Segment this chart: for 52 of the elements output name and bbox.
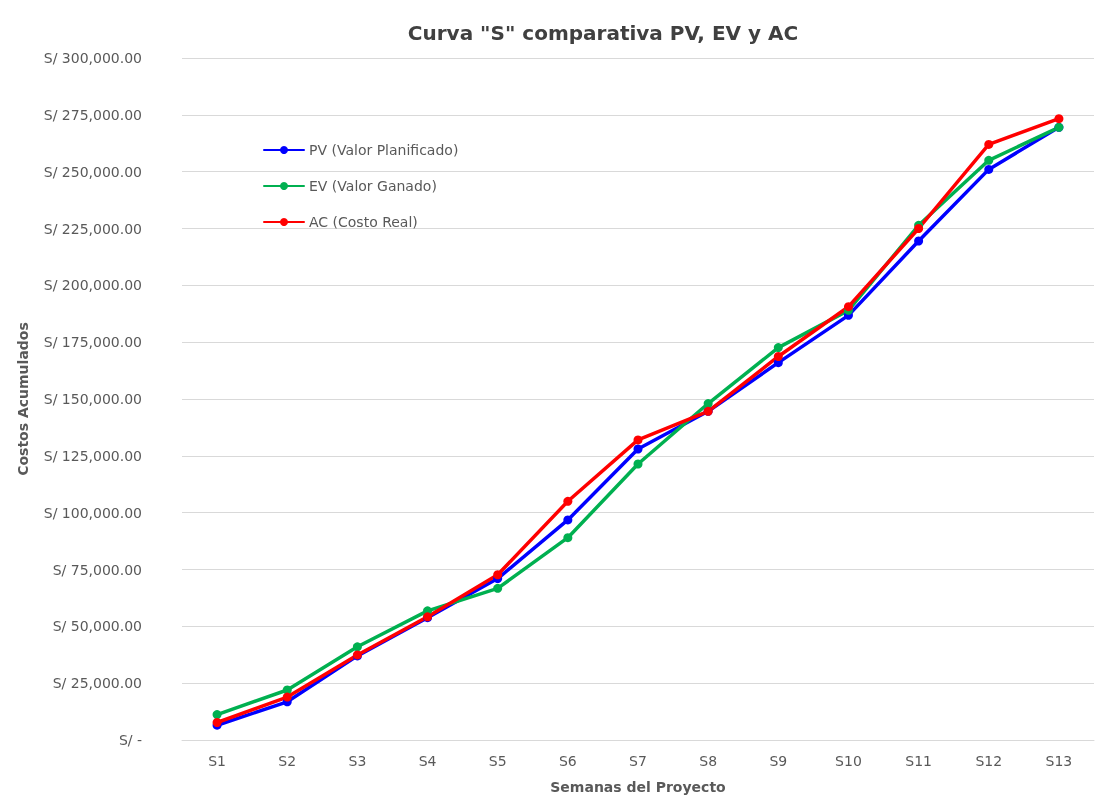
- y-tick-label: S/ 100,000.00: [43, 504, 142, 521]
- x-tick-label: S13: [1045, 753, 1073, 769]
- point: [563, 515, 573, 525]
- x-axis-title: Semanas del Proyecto: [550, 779, 727, 795]
- y-axis-title: Costos Acumulados: [15, 322, 31, 476]
- x-tick-label: S6: [558, 753, 577, 769]
- y-tick-label: S/ 50,000.00: [52, 618, 142, 635]
- point: [914, 236, 924, 246]
- x-tick-label: S3: [348, 753, 367, 769]
- y-tick-label: S/ 150,000.00: [43, 391, 142, 407]
- y-tick-label: S/ 225,000.00: [43, 220, 142, 237]
- point: [493, 570, 503, 580]
- legend-label: AC (Costo Real): [309, 214, 418, 230]
- y-tick-label: S/ 275,000.00: [43, 106, 142, 123]
- y-tick-label: S/ 75,000.00: [52, 561, 142, 578]
- x-tick-label: S4: [418, 753, 437, 769]
- x-tick-label: S9: [769, 753, 788, 769]
- point: [493, 583, 503, 593]
- point: [984, 155, 994, 165]
- y-tick-label: S/ 200,000.00: [43, 277, 142, 294]
- chart-title: Curva "S" comparativa PV, EV y AC: [407, 21, 799, 45]
- x-tick-label: S11: [905, 753, 932, 769]
- legend-label: EV (Valor Ganado): [309, 178, 437, 194]
- point: [773, 351, 783, 361]
- x-tick-label: S10: [835, 753, 862, 769]
- x-tick-label: S8: [699, 753, 718, 769]
- point: [773, 343, 783, 353]
- point: [984, 164, 994, 174]
- x-tick-label: S2: [278, 753, 297, 769]
- point: [1054, 114, 1064, 124]
- y-tick-label: S/ 125,000.00: [43, 447, 142, 464]
- x-tick-label: S5: [488, 753, 507, 769]
- point: [563, 496, 573, 506]
- point: [703, 399, 713, 409]
- x-tick-label: S1: [208, 753, 226, 769]
- point: [633, 435, 643, 445]
- point: [914, 224, 924, 233]
- point: [212, 710, 222, 720]
- x-tick-label: S12: [975, 753, 1003, 769]
- point: [984, 139, 994, 149]
- y-tick-label: S/ 25,000.00: [52, 675, 142, 692]
- y-tick-label: S/ 175,000.00: [43, 334, 142, 351]
- point: [633, 459, 643, 469]
- point: [563, 533, 573, 543]
- point: [282, 692, 292, 702]
- y-tick-label: S/ 300,000.00: [43, 50, 142, 66]
- point: [352, 642, 362, 652]
- legend-label: PV (Valor Planificado): [309, 142, 459, 158]
- y-tick-label: S/ 250,000.00: [43, 163, 142, 180]
- point: [633, 444, 643, 454]
- y-tick-label: S/ -: [118, 732, 142, 748]
- x-tick-label: S7: [629, 753, 647, 769]
